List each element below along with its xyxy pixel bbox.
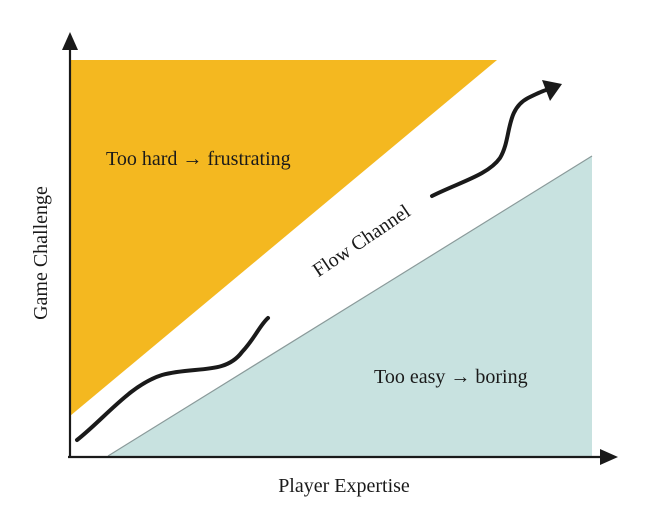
flow-path-upper [430, 88, 548, 198]
y-axis-arrowhead [62, 32, 78, 50]
y-axis-label: Game Challenge [30, 186, 52, 320]
flow-channel-label: Flow Channel [309, 200, 415, 282]
x-axis-label: Player Expertise [278, 475, 410, 497]
too-hard-region [70, 60, 497, 416]
too-easy-label: Too easy → boring [374, 366, 528, 388]
too-easy-edge [107, 155, 593, 457]
flow-path-arrowhead [542, 80, 562, 101]
x-axis-arrowhead [600, 449, 618, 465]
flow-path-lower [75, 316, 270, 442]
too-hard-label: Too hard → frustrating [106, 148, 291, 170]
